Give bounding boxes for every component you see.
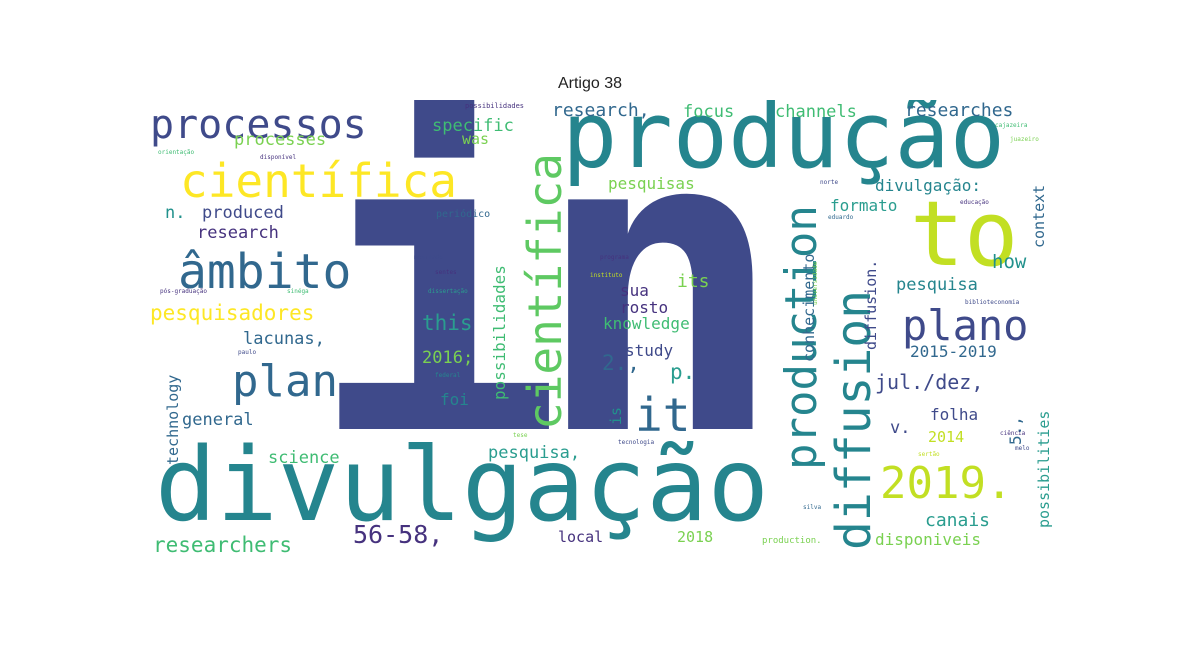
word-science: science (268, 448, 340, 468)
word-possibilities: possibilities (1035, 410, 1053, 528)
word-formato: formato (830, 196, 898, 215)
word-n: n. (165, 203, 186, 223)
word-periodico: periódico (436, 209, 491, 220)
word-local: local (558, 528, 604, 546)
word-how: how (992, 251, 1027, 273)
word-biblioteconomia: biblioteconomia (965, 299, 1020, 306)
word-to: to (910, 182, 1019, 287)
word-silva: silva (803, 504, 822, 511)
word-federal: federal (435, 372, 461, 379)
word-was: was (462, 130, 490, 148)
word-jul-dez: jul./dez, (875, 370, 984, 394)
word-cientifica: científica (180, 154, 457, 208)
word-divulgacao-colon: divulgação: (875, 176, 981, 195)
word-possibilidades: possibilidades (490, 265, 509, 400)
word-2014: 2014 (928, 428, 965, 446)
word-processes: processes (234, 130, 327, 150)
word-produced: produced (202, 203, 284, 223)
word-producao: produção (562, 100, 1006, 189)
word-norte: norte (820, 179, 839, 186)
word-educacao: educação (960, 199, 989, 206)
word-is: is (607, 406, 625, 425)
word-canais: canais (925, 510, 991, 531)
word-2: 2., (602, 351, 640, 375)
word-p: p. (670, 360, 696, 384)
word-mestrado: mestrado (414, 254, 443, 261)
word-specific: specific (432, 116, 514, 136)
word-focus: focus (683, 102, 735, 122)
word-foi: foi (440, 390, 469, 409)
chart-title: Artigo 38 (557, 75, 623, 92)
word-programa: programa (600, 254, 629, 261)
word-pesquisa-comma: pesquisa, (488, 443, 581, 463)
word-dissertacao: dissertação (428, 288, 468, 295)
word-sertao: sertão (918, 451, 940, 458)
word-researches: researches (905, 100, 1014, 121)
word-ambito: âmbito (178, 244, 352, 300)
word-melo: melo (1015, 445, 1030, 452)
word-this: this (422, 311, 473, 335)
word-sentes: sentes (435, 269, 457, 276)
word-knowledge: knowledge (603, 314, 690, 333)
word-channels: channels (775, 102, 857, 122)
word-pesquisadores: pesquisadores (150, 301, 315, 325)
word-tese: tese (513, 432, 528, 439)
word-possibilidades-small: possibilidades (465, 102, 525, 110)
word-lacunas: lacunas, (243, 329, 325, 349)
word-sinega: sinéga (287, 288, 309, 295)
word-production-dot: production. (762, 536, 822, 546)
word-context: context (1030, 184, 1048, 248)
word-pesquisa: pesquisa (896, 275, 978, 295)
word-v: v. (890, 418, 911, 438)
word-research-comma: research, (552, 100, 650, 121)
word-ciencia: ciência (1000, 430, 1026, 437)
word-paulo: paulo (238, 349, 257, 356)
word-universidade: universidade (812, 261, 819, 305)
word-eduardo: eduardo (828, 214, 854, 221)
word-sua: sua (620, 281, 649, 300)
word-disponivel: disponível (260, 154, 297, 161)
word-juazeiro: juazeiro (1010, 136, 1039, 143)
word-rosto: rosto (620, 298, 669, 317)
word-2015-2019: 2015-2019 (910, 342, 997, 361)
word-2019: 2019. (880, 458, 1013, 509)
word-tecnologia: tecnologia (618, 439, 655, 446)
word-processos: processos (150, 102, 367, 148)
word-cloud: in produção divulgação to científica cie… (150, 100, 1060, 560)
word-diffusion-dot: diffusion. (862, 259, 880, 350)
word-technology: technology (164, 374, 182, 465)
word-in: in (310, 100, 786, 529)
word-pesquisas: pesquisas (608, 174, 695, 193)
word-general: general (182, 410, 254, 430)
word-2016: 2016; (422, 348, 474, 368)
word-2018: 2018 (677, 528, 714, 546)
word-instituto: instituto (590, 272, 623, 279)
word-disponiveis: disponiveis (875, 530, 981, 549)
word-plano: plano (902, 301, 1029, 350)
word-plan: plan (232, 356, 338, 407)
word-its: its (677, 271, 710, 292)
word-research: research (197, 223, 279, 243)
word-researchers: researchers (153, 533, 293, 557)
word-cientifica-vertical: científica (518, 153, 572, 430)
word-orientacao: orientação (158, 149, 195, 156)
word-pos-graduacao: pós-graduação (160, 288, 207, 295)
word-folha: folha (930, 405, 979, 424)
word-it: it (635, 388, 691, 442)
word-56-58: 56-58, (353, 520, 444, 549)
word-divulgacao: divulgação (155, 426, 770, 545)
word-cajazeira: cajazeira (995, 122, 1028, 129)
word-study: study (625, 341, 674, 360)
